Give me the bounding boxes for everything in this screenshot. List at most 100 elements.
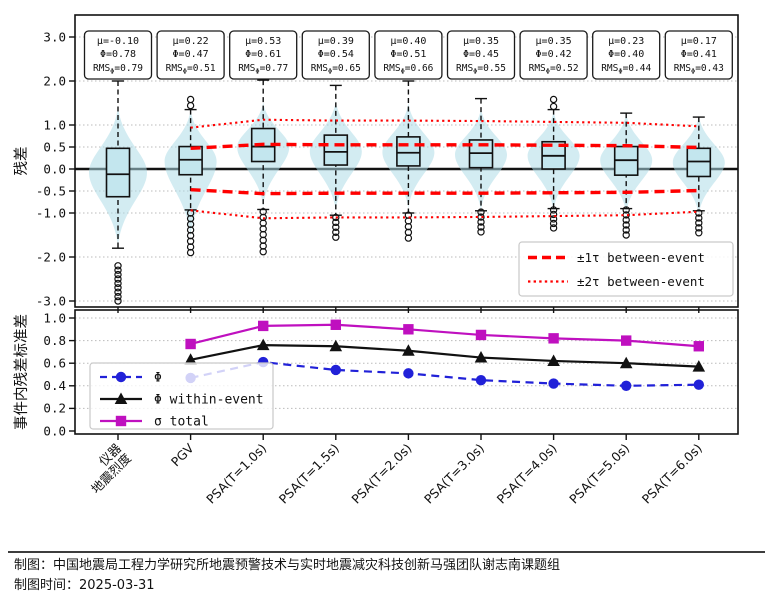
outlier-dot [114,288,122,296]
series-marker-triangle [547,354,560,366]
legend-label: ±2τ between-event [577,274,705,289]
bottom-y-axis-label: 事件内残差标准差 [13,314,30,430]
annotation-phi: Φ=0.47 [173,49,209,60]
figure-footer: 制图：中国地震局工程力学研究所地震预警技术与实时地震减灾科技创新马强团队谢志南课… [8,551,765,596]
outlier-dot [332,228,340,236]
outlier-dot [549,206,558,214]
y-tick-label: 0.0 [43,423,66,438]
outlier-dot [404,234,413,242]
outlier-dot [114,270,122,279]
outlier-dot [549,210,558,219]
footer-date-line: 制图时间：2025-03-31 [14,578,155,593]
outlier-dot [114,292,122,301]
annotation-mu: μ=0.53 [245,36,281,47]
x-tick-label: PSA(T=5.0s) [566,441,632,507]
annotation-phi: Φ=0.42 [536,49,572,60]
x-tick-label: PSA(T=1.5s) [276,441,342,507]
annotation-mu: μ=0.35 [463,36,499,47]
outlier-dot [622,216,630,224]
legend-marker-circle [115,371,127,383]
annotation-box [83,30,153,80]
outlier-dot [332,213,340,222]
series-marker-circle [548,378,559,389]
series-marker-circle [403,368,414,379]
outlier-dot [695,224,703,232]
outlier-dot [332,233,340,241]
y-tick-label: 0.8 [43,333,66,348]
annotation-phi: Φ=0.41 [681,49,717,60]
annotation-mu: μ=0.22 [173,36,209,47]
box [396,136,421,167]
series-marker-triangle [692,360,706,372]
series-marker-square [621,335,632,346]
annotation-phi: Φ=0.78 [100,49,136,60]
outlier-dot [114,262,122,270]
x-tick-label: PSA(T=4.0s) [494,441,560,507]
y-tick-label: 1.0 [43,117,66,132]
y-tick-label: 3.0 [43,29,66,44]
outlier-dot [186,95,195,104]
annotation-rms: RMSΦ=0.79 [93,63,143,76]
top-y-axis-label: 残差 [13,147,30,176]
tau2-upper-line [190,118,699,129]
legend-marker-triangle [114,392,128,404]
annotation-mu: μ=0.39 [318,36,354,47]
outlier-dot [477,218,485,226]
y-tick-label: 2.0 [43,73,66,88]
annotation-rms: RMSΦ=0.66 [383,63,433,76]
annotation-box [592,30,661,80]
x-tick-label: PSA(T=6.0s) [639,441,705,507]
legend-label: Φ [154,371,162,386]
series-line-triangle [190,344,699,368]
y-tick-label: -1.0 [36,205,66,220]
bottom-plot-frame [74,309,739,435]
outlier-dot [114,275,122,283]
annotation-mu: μ=-0.10 [97,36,139,47]
series-marker-triangle [474,351,488,363]
outlier-dot [549,95,558,104]
series-marker-circle [475,374,487,386]
outlier-dot [622,231,630,239]
series-marker-triangle [329,339,343,352]
series-marker-triangle [619,356,633,369]
outlier-dot [622,226,630,234]
outlier-dot [622,221,630,229]
x-tick-label: PSA(T=2.0s) [348,441,414,507]
y-tick-label: 0.6 [43,356,66,371]
outlier-dot [549,224,558,232]
annotation-rms: RMSΦ=0.65 [311,63,361,76]
box [323,134,349,166]
outlier-dot [695,214,703,222]
annotation-box [374,30,443,80]
outlier-dot [332,223,340,231]
outlier-dot [114,266,122,274]
annotation-box [229,30,298,80]
annotation-box [519,30,588,80]
y-tick-label: -0.5 [36,183,66,198]
outlier-dot [622,206,630,214]
legend-label: σ total [154,415,209,430]
annotation-phi: Φ=0.61 [245,49,281,60]
outlier-dot [695,229,703,237]
x-tick-label: PGV [168,440,197,469]
series-marker-circle [693,379,704,390]
annotation-box [301,30,370,80]
annotation-mu: μ=0.23 [608,36,644,47]
annotation-mu: μ=0.35 [536,36,572,47]
tau1-upper-line [190,142,699,151]
annotation-rms: RMSΦ=0.52 [529,63,579,76]
outlier-dot [114,284,122,292]
outlier-dot [549,219,558,228]
annotation-box [664,30,733,80]
y-tick-label: 0.4 [43,378,66,393]
x-tick-label: PSA(T=1.0s) [203,441,269,507]
outlier-dot [549,215,558,223]
annotation-phi: Φ=0.51 [390,49,426,60]
tau1-lower-line [190,187,699,196]
series-marker-square [185,338,196,350]
outlier-dot [695,219,703,227]
y-tick-label: 0.5 [43,139,66,154]
figure-svg: ±1τ between-event ±2τ between-event μ=-0.1… [13,14,739,507]
legend-label: ±1τ between-event [577,250,705,265]
footer-credit-line: 制图：中国地震局工程力学研究所地震预警技术与实时地震减灾科技创新马强团队谢志南课… [14,558,561,573]
